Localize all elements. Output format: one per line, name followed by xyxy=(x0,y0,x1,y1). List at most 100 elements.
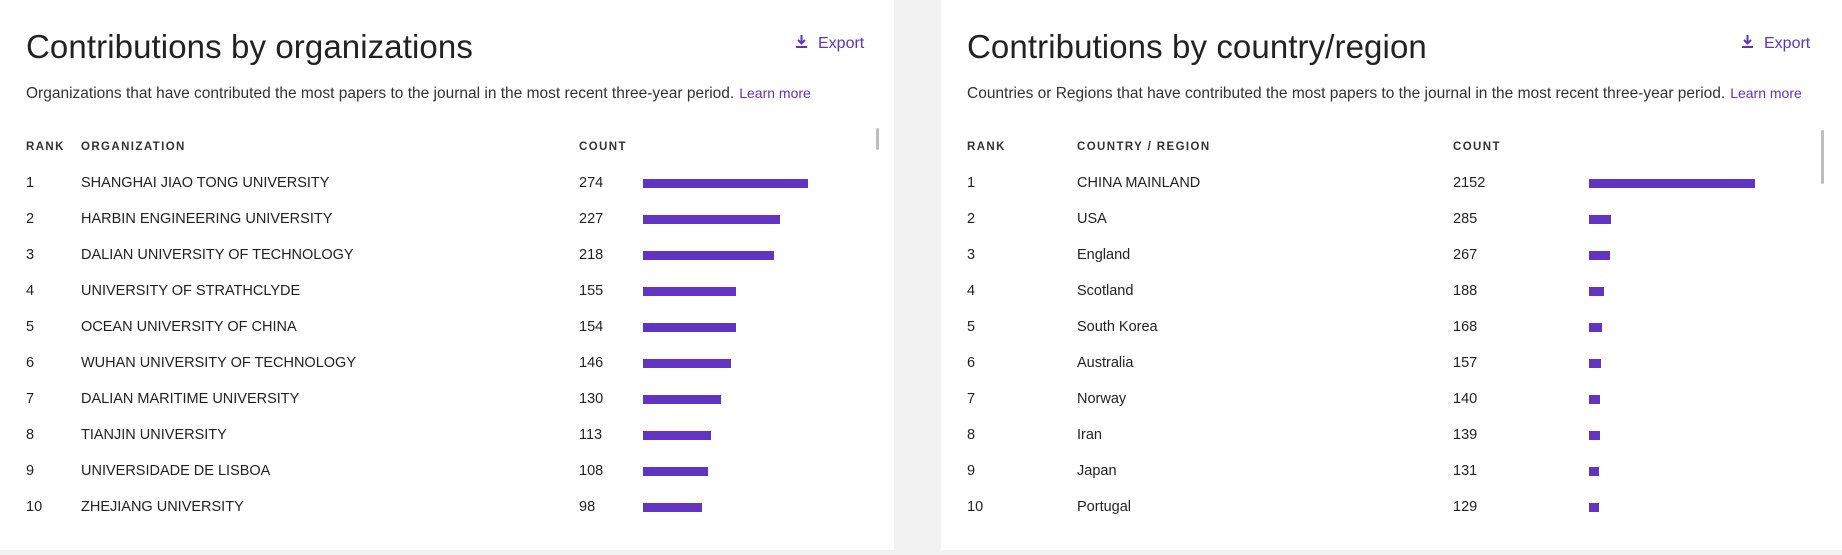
panel-title: Contributions by country/region xyxy=(967,28,1427,65)
rank-cell: 2 xyxy=(26,211,35,227)
column-header-count: COUNT xyxy=(1453,141,1501,153)
table-row: 9 UNIVERSIDADE DE LISBOA 108 xyxy=(0,453,894,489)
table-row: 9 Japan 131 xyxy=(941,453,1842,489)
table-row: 2 USA 285 xyxy=(941,201,1842,237)
learn-more-link[interactable]: Learn more xyxy=(1730,85,1802,101)
rank-cell: 3 xyxy=(26,247,35,263)
count-cell: 108 xyxy=(579,463,604,479)
organization-cell: ZHEJIANG UNIVERSITY xyxy=(81,499,244,515)
export-label: Export xyxy=(1764,35,1811,52)
rank-cell: 2 xyxy=(967,211,976,227)
rank-cell: 7 xyxy=(26,391,35,407)
column-header-rank: RANK xyxy=(967,141,1006,153)
rank-cell: 6 xyxy=(26,355,35,371)
organization-cell: TIANJIN UNIVERSITY xyxy=(81,427,227,443)
rank-cell: 8 xyxy=(967,427,976,443)
rank-cell: 5 xyxy=(26,319,35,335)
count-bar xyxy=(643,323,736,332)
table-row: 3 DALIAN UNIVERSITY OF TECHNOLOGY 218 xyxy=(0,237,894,273)
country-cell: England xyxy=(1077,247,1131,263)
count-cell: 227 xyxy=(579,211,604,227)
panel-title: Contributions by organizations xyxy=(26,28,473,65)
count-cell: 188 xyxy=(1453,283,1478,299)
description-text: Countries or Regions that have contribut… xyxy=(967,85,1726,102)
column-header-rank: RANK xyxy=(26,141,65,153)
rank-cell: 1 xyxy=(967,175,976,191)
count-bar xyxy=(643,431,711,440)
count-bar xyxy=(1589,179,1755,188)
download-icon xyxy=(795,34,808,54)
count-bar xyxy=(1589,467,1599,476)
count-bar xyxy=(643,287,736,296)
count-cell: 218 xyxy=(579,247,604,263)
rank-cell: 9 xyxy=(26,463,35,479)
rank-cell: 5 xyxy=(967,319,976,335)
organization-cell: UNIVERSITY OF STRATHCLYDE xyxy=(81,283,301,299)
table-row: 3 England 267 xyxy=(941,237,1842,273)
count-cell: 168 xyxy=(1453,319,1478,335)
country-cell: Iran xyxy=(1077,427,1102,443)
count-cell: 274 xyxy=(579,175,604,191)
download-icon xyxy=(1741,34,1754,54)
rank-cell: 7 xyxy=(967,391,976,407)
count-bar xyxy=(1589,215,1611,224)
organization-cell: DALIAN UNIVERSITY OF TECHNOLOGY xyxy=(81,247,354,263)
count-bar xyxy=(1589,323,1602,332)
organization-cell: DALIAN MARITIME UNIVERSITY xyxy=(81,391,300,407)
count-bar xyxy=(643,467,708,476)
count-cell: 140 xyxy=(1453,391,1478,407)
country-cell: Japan xyxy=(1077,463,1117,479)
rank-cell: 9 xyxy=(967,463,976,479)
count-cell: 146 xyxy=(579,355,604,371)
count-bar xyxy=(1589,431,1600,440)
count-bar xyxy=(643,179,808,188)
scrollbar-thumb[interactable] xyxy=(1821,130,1824,184)
rank-cell: 3 xyxy=(967,247,976,263)
column-header-organization: ORGANIZATION xyxy=(81,141,186,153)
count-cell: 155 xyxy=(579,283,604,299)
count-bar xyxy=(643,359,731,368)
country-cell: Norway xyxy=(1077,391,1127,407)
learn-more-link[interactable]: Learn more xyxy=(739,85,811,101)
rank-cell: 4 xyxy=(26,283,35,299)
count-cell: 157 xyxy=(1453,355,1478,371)
scrollbar-thumb[interactable] xyxy=(876,128,879,150)
organization-cell: WUHAN UNIVERSITY OF TECHNOLOGY xyxy=(81,355,356,371)
organization-cell: OCEAN UNIVERSITY OF CHINA xyxy=(81,319,297,335)
count-bar xyxy=(1589,287,1604,296)
export-button[interactable]: Export xyxy=(1741,34,1810,54)
count-cell: 154 xyxy=(579,319,604,335)
count-bar xyxy=(1589,251,1610,260)
country-cell: South Korea xyxy=(1077,319,1158,335)
countries-panel: Contributions by country/region Export C… xyxy=(941,0,1842,550)
count-bar xyxy=(643,215,780,224)
count-cell: 285 xyxy=(1453,211,1478,227)
column-header-country-region: COUNTRY / REGION xyxy=(1077,141,1211,153)
export-button[interactable]: Export xyxy=(795,34,864,54)
country-cell: CHINA MAINLAND xyxy=(1077,175,1201,191)
rank-cell: 1 xyxy=(26,175,35,191)
table-row: 8 TIANJIN UNIVERSITY 113 xyxy=(0,417,894,453)
table-row: 10 Portugal 129 xyxy=(941,489,1842,525)
count-bar xyxy=(643,503,702,512)
table-row: 5 South Korea 168 xyxy=(941,309,1842,345)
organizations-panel: Contributions by organizations Export Or… xyxy=(0,0,894,550)
rank-cell: 10 xyxy=(967,499,984,515)
table-row: 10 ZHEJIANG UNIVERSITY 98 xyxy=(0,489,894,525)
table-row: 4 Scotland 188 xyxy=(941,273,1842,309)
rank-cell: 8 xyxy=(26,427,35,443)
organization-cell: UNIVERSIDADE DE LISBOA xyxy=(81,463,271,479)
rank-cell: 4 xyxy=(967,283,976,299)
table-row: 6 WUHAN UNIVERSITY OF TECHNOLOGY 146 xyxy=(0,345,894,381)
table-row: 1 SHANGHAI JIAO TONG UNIVERSITY 274 xyxy=(0,165,894,201)
table-row: 6 Australia 157 xyxy=(941,345,1842,381)
count-cell: 131 xyxy=(1453,463,1478,479)
count-cell: 130 xyxy=(579,391,604,407)
country-cell: Portugal xyxy=(1077,499,1132,515)
panel-description: Countries or Regions that have contribut… xyxy=(967,85,1802,103)
count-bar xyxy=(1589,395,1600,404)
count-bar xyxy=(1589,359,1601,368)
table-row: 7 Norway 140 xyxy=(941,381,1842,417)
organization-cell: HARBIN ENGINEERING UNIVERSITY xyxy=(81,211,333,227)
panel-description: Organizations that have contributed the … xyxy=(26,85,811,103)
